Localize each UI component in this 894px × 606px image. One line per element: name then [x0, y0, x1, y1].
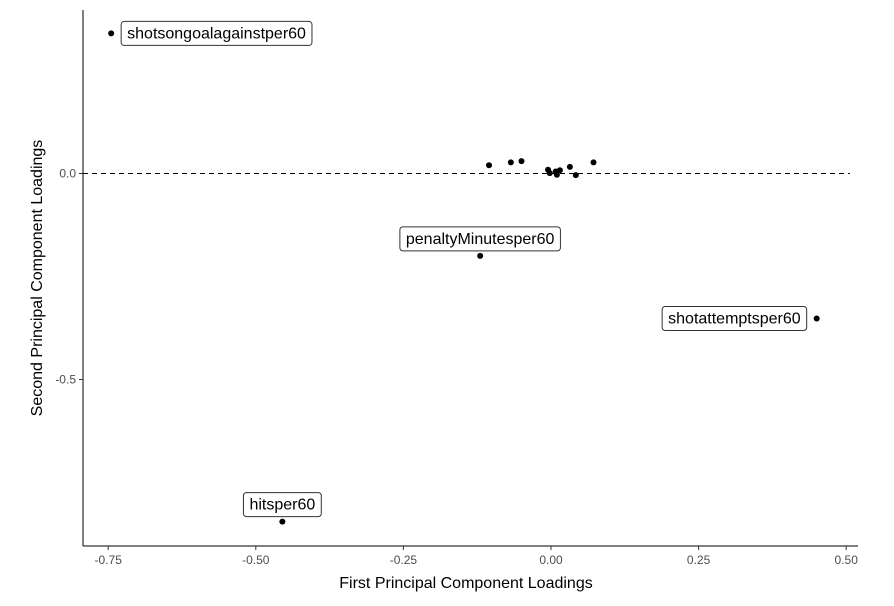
- x-tick-label: 0.50: [835, 553, 859, 567]
- x-ticks: -0.75 -0.50 -0.25 0.00 0.25 0.50: [95, 546, 859, 567]
- data-point: [572, 172, 579, 179]
- point-label: hitsper60: [242, 492, 322, 518]
- point-label-box: [399, 226, 561, 252]
- data-point: [813, 315, 820, 322]
- point-label-text: penaltyMinutesper60: [406, 231, 555, 248]
- x-tick-label: -0.50: [242, 553, 270, 567]
- data-point: [279, 518, 286, 525]
- point-label-box: [661, 306, 808, 332]
- data-point: [590, 159, 597, 166]
- point-label: shotattemptsper60: [661, 306, 808, 332]
- point-label-box: [242, 492, 322, 518]
- x-axis-title: First Principal Component Loadings: [339, 575, 592, 592]
- y-tick-label: -0.5: [55, 373, 76, 387]
- data-point: [486, 162, 493, 169]
- x-tick-label: 0.25: [687, 553, 711, 567]
- data-point: [553, 171, 560, 178]
- point-labels: shotsongoalagainstper60 hitsper60 penaltyM…: [120, 20, 808, 518]
- y-ticks: 0.0 -0.5: [55, 167, 83, 387]
- data-point: [518, 158, 525, 165]
- data-point: [108, 30, 115, 37]
- point-label-text: hitsper60: [249, 497, 315, 514]
- x-tick-label: -0.25: [390, 553, 418, 567]
- data-point: [556, 167, 563, 174]
- y-axis-title: Second Principal Component Loadings: [29, 140, 46, 417]
- point-label: penaltyMinutesper60: [399, 226, 561, 252]
- x-tick-label: 0.00: [539, 553, 563, 567]
- point-label-box: [120, 20, 313, 46]
- axes: [82, 10, 858, 547]
- y-tick-label: 0.0: [59, 167, 76, 181]
- data-point: [546, 170, 553, 177]
- point-label: shotsongoalagainstper60: [120, 20, 313, 46]
- points: [108, 30, 820, 525]
- data-point: [566, 163, 573, 170]
- data-point: [477, 252, 484, 259]
- point-label-text: shotsongoalagainstper60: [127, 25, 306, 42]
- data-point: [507, 159, 514, 166]
- x-tick-label: -0.75: [95, 553, 123, 567]
- point-label-text: shotattemptsper60: [668, 311, 801, 328]
